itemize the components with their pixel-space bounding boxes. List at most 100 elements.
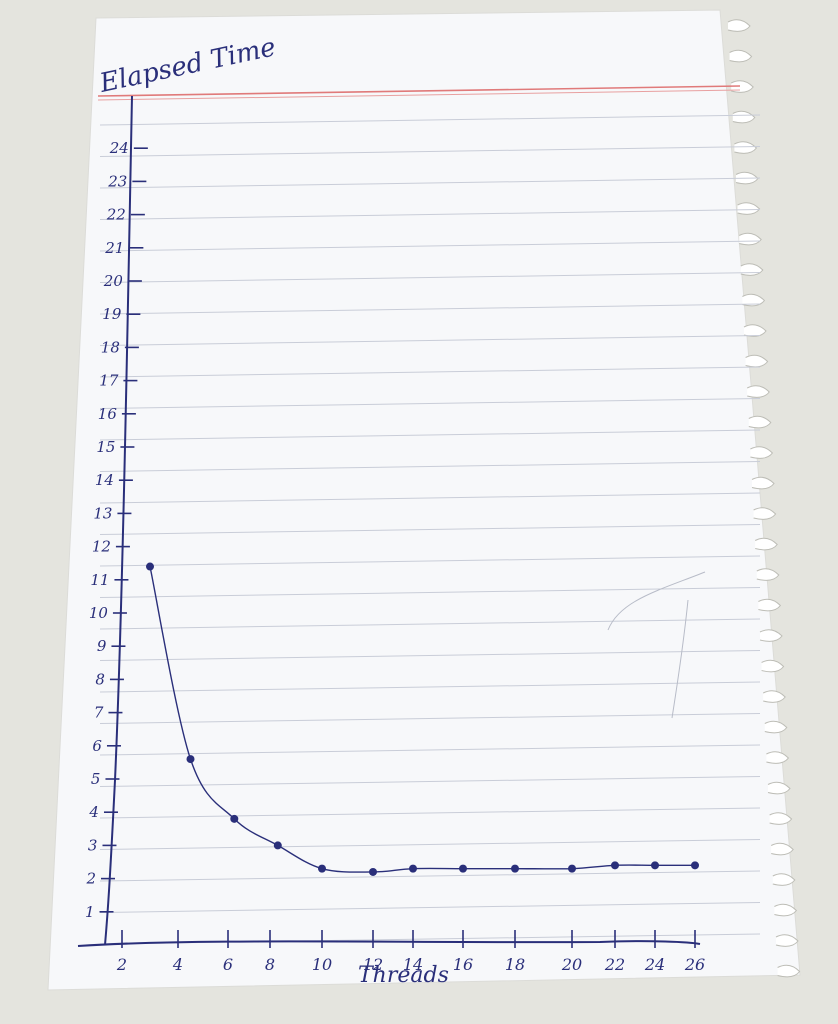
- x-tick-label: 16: [453, 955, 473, 974]
- spiral-tear: [762, 690, 786, 703]
- spiral-tear: [745, 354, 769, 368]
- spiral-tear: [756, 568, 780, 581]
- data-point: [651, 861, 659, 870]
- data-point: [146, 562, 154, 571]
- data-point: [273, 841, 282, 850]
- y-tick-label: 15: [96, 438, 115, 456]
- ruled-line: [99, 776, 761, 787]
- spiral-tear: [772, 873, 796, 886]
- ruled-line: [99, 713, 761, 724]
- pencil-mark-2: [671, 599, 689, 719]
- data-point: [691, 861, 699, 870]
- y-tick-label: 21: [104, 239, 124, 257]
- data-point: [511, 864, 519, 873]
- spiral-tear: [754, 537, 778, 551]
- y-tick-label: 24: [109, 139, 129, 157]
- y-tick-label: 8: [95, 670, 105, 688]
- spiral-tear: [775, 934, 799, 947]
- spiral-tear: [769, 812, 793, 825]
- y-tick-label: 3: [88, 836, 98, 854]
- y-tick-label: 11: [90, 571, 109, 589]
- data-point: [186, 755, 195, 764]
- spiral-tear: [738, 232, 762, 246]
- spiral-tear: [748, 415, 772, 429]
- x-tick-label: 26: [684, 955, 705, 974]
- ruled-line: [99, 429, 761, 441]
- spiral-tear: [730, 80, 754, 93]
- data-point: [459, 864, 467, 873]
- pencil-mark: [607, 571, 706, 631]
- spiral-tear: [751, 476, 775, 490]
- x-tick-label: 12: [363, 955, 383, 974]
- y-axis: [104, 95, 133, 946]
- spiral-tear: [742, 293, 766, 307]
- ruled-line: [99, 240, 761, 252]
- y-tick-label: 12: [92, 538, 111, 556]
- ruled-line: [99, 146, 761, 157]
- x-tick-label: 10: [312, 955, 332, 974]
- x-tick-label: 24: [644, 955, 665, 974]
- y-tick-label: 20: [103, 272, 124, 290]
- ruled-line: [99, 618, 761, 630]
- ruled-line: [99, 555, 761, 567]
- spiral-tear: [777, 964, 801, 978]
- ruled-lines: [99, 114, 761, 945]
- data-point: [369, 867, 377, 876]
- ruled-line: [99, 587, 761, 598]
- ruled-line: [99, 524, 761, 535]
- x-ticks: 2 4 6 8 10 12 14 16 18 20 22 24 26: [116, 930, 705, 974]
- ruled-line: [99, 114, 761, 126]
- ruled-line: [99, 177, 761, 189]
- data-point: [230, 814, 239, 823]
- ruled-line: [99, 209, 761, 220]
- data-point: [318, 864, 326, 873]
- x-axis: [77, 940, 701, 947]
- data-point: [611, 861, 619, 870]
- spiral-tear: [746, 385, 770, 398]
- x-tick-label: 20: [561, 955, 582, 974]
- ruled-line: [99, 870, 761, 882]
- y-tick-label: 9: [97, 637, 107, 655]
- spiral-tear: [767, 781, 791, 795]
- spiral-tear: [734, 141, 758, 154]
- x-tick-label: 2: [116, 955, 127, 974]
- spiral-tear: [737, 202, 761, 215]
- y-tick-label: 23: [107, 172, 127, 190]
- y-tick-label: 14: [95, 471, 114, 489]
- y-tick-label: 18: [101, 338, 120, 356]
- y-tick-label: 17: [99, 372, 119, 390]
- y-tick-label: 19: [102, 305, 122, 323]
- ruled-line: [99, 650, 761, 661]
- spiral-tear: [740, 263, 764, 276]
- x-tick-label: 6: [223, 955, 233, 974]
- y-tick-label: 16: [98, 405, 118, 423]
- ruled-line: [99, 398, 761, 409]
- data-point: [409, 864, 417, 873]
- y-tick-label: 4: [88, 803, 99, 821]
- ruled-line: [99, 303, 761, 315]
- ruled-line: [99, 272, 761, 283]
- y-tick-label: 2: [85, 870, 96, 888]
- spiral-tear: [774, 903, 798, 917]
- y-tick-label: 10: [89, 604, 109, 622]
- ruled-line: [99, 461, 761, 472]
- x-tick-label: 22: [604, 955, 625, 974]
- margin-line-2: [97, 89, 741, 101]
- spiral-tear: [743, 324, 767, 337]
- spiral-tear: [753, 507, 777, 520]
- spiral-tear: [729, 49, 753, 63]
- ruled-line: [99, 902, 761, 913]
- y-tick-label: 22: [106, 206, 126, 224]
- spiral-tear: [764, 720, 788, 734]
- series-group: [146, 562, 699, 876]
- x-tick-label: 8: [265, 955, 275, 974]
- ruled-line: [99, 335, 761, 346]
- spiral-tear: [766, 751, 790, 764]
- spiral-tear: [750, 446, 774, 459]
- ruled-line: [99, 492, 761, 504]
- x-tick-label: 4: [172, 955, 183, 974]
- y-tick-label: 1: [85, 903, 95, 921]
- notebook-page: [47, 9, 801, 991]
- spiral-tear: [759, 629, 783, 642]
